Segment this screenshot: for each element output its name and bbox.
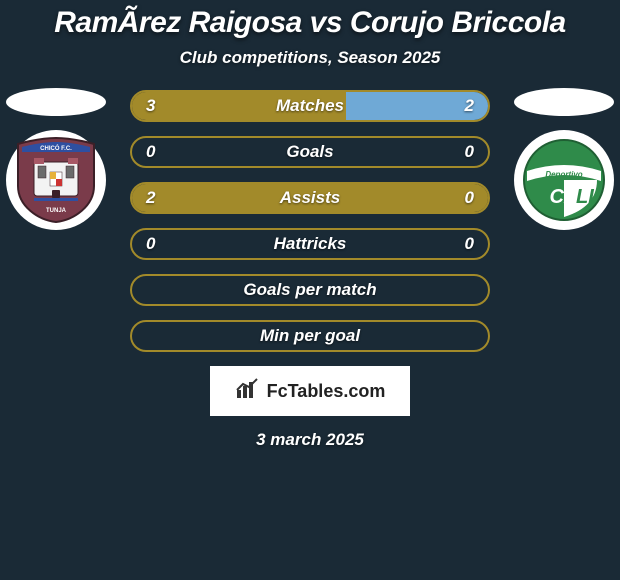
club-badge-right: Deportivo CA LI: [514, 130, 614, 230]
stat-label: Goals per match: [132, 276, 488, 304]
stat-row: Goals per match: [130, 274, 490, 306]
club-badge-left: CHICÓ F.C. TUNJA: [6, 130, 106, 230]
stats-area: CHICÓ F.C. TUNJA: [130, 90, 490, 352]
svg-text:TUNJA: TUNJA: [46, 208, 67, 214]
brand-text: FcTables.com: [267, 381, 386, 402]
page-title: RamÃrez Raigosa vs Corujo Briccola: [0, 0, 620, 40]
svg-text:CHICÓ F.C.: CHICÓ F.C.: [40, 144, 72, 152]
stat-row: Min per goal: [130, 320, 490, 352]
svg-text:Deportivo: Deportivo: [545, 170, 582, 179]
chart-icon: [235, 376, 261, 407]
shield-icon: CHICÓ F.C. TUNJA: [14, 136, 98, 224]
stat-value-right: 2: [465, 92, 474, 120]
player-photo-left: [6, 88, 106, 116]
stat-row: Matches3 2: [130, 90, 490, 122]
svg-text:CA: CA: [550, 186, 579, 208]
stat-value-right: 0: [465, 230, 474, 258]
stat-value-right: 0: [465, 138, 474, 166]
stat-value-right: 0: [465, 184, 474, 212]
svg-text:LI: LI: [576, 186, 594, 208]
stat-rows: Matches32Goals00Assists20Hattricks00Goal…: [130, 90, 490, 352]
stat-label: Goals: [132, 138, 488, 166]
brand-box: FcTables.com: [210, 366, 410, 416]
stat-value-left: 0: [146, 138, 155, 166]
stat-label: Matches: [132, 92, 488, 120]
stat-row: Hattricks0 0: [130, 228, 490, 260]
stat-row: Goals0 0: [130, 136, 490, 168]
date-line: 3 march 2025: [0, 430, 620, 450]
subtitle: Club competitions, Season 2025: [0, 48, 620, 68]
stat-label: Min per goal: [132, 322, 488, 350]
player-photo-right: [514, 88, 614, 116]
stat-row: Assists2 0: [130, 182, 490, 214]
shield-icon: Deportivo CA LI: [521, 137, 607, 223]
stat-value-left: 0: [146, 230, 155, 258]
stat-value-left: 3: [146, 92, 155, 120]
stat-label: Hattricks: [132, 230, 488, 258]
stat-label: Assists: [132, 184, 488, 212]
stat-value-left: 2: [146, 184, 155, 212]
